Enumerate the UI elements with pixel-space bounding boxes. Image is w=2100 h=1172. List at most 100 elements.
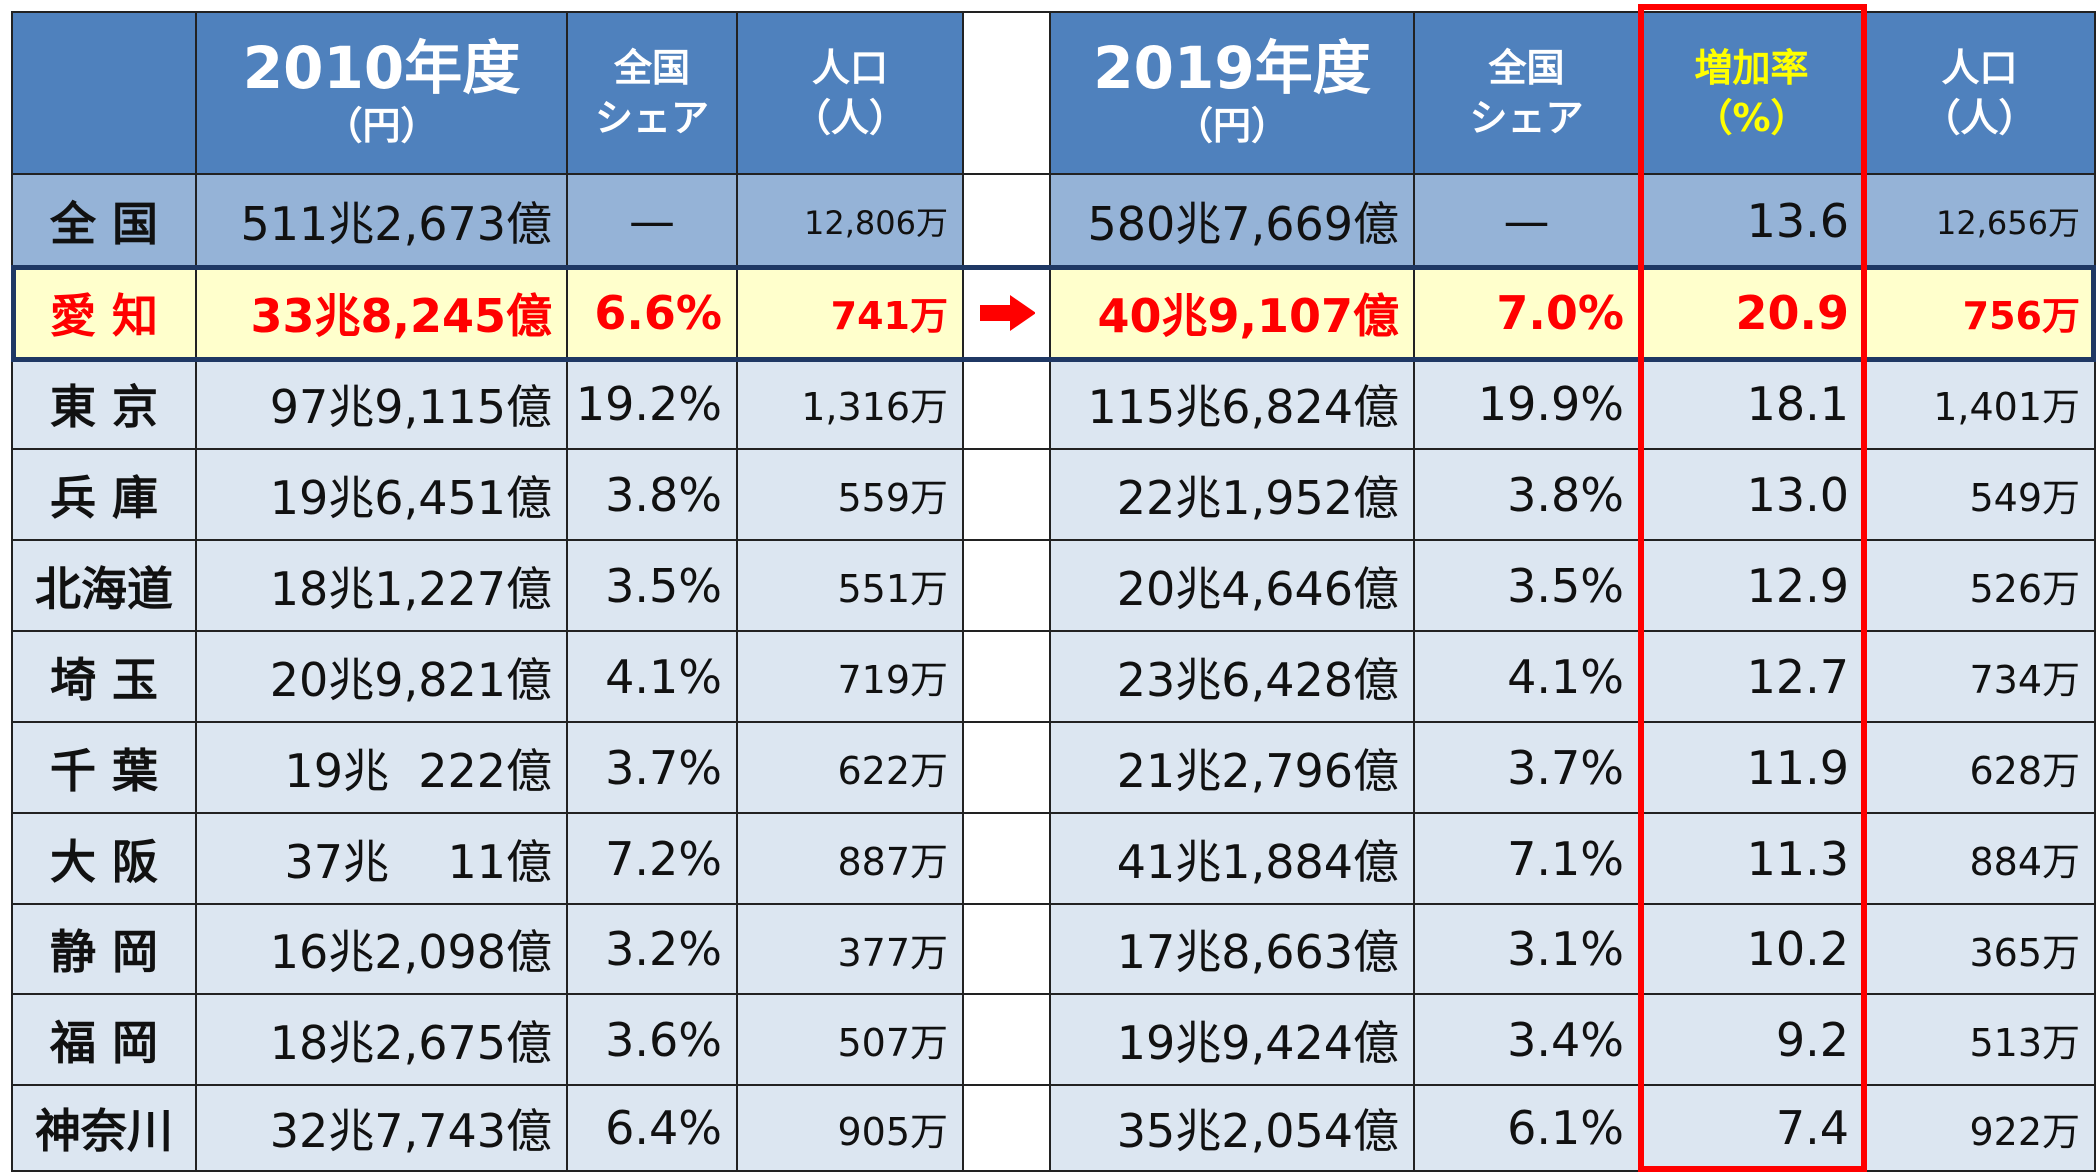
header-text: 全国	[613, 46, 690, 90]
table-cell: 1,401万	[1865, 359, 2096, 450]
table-cell: 3.2%	[568, 905, 738, 995]
table-cell: 7.1%	[1415, 814, 1640, 905]
header-text: （人）	[1922, 96, 2037, 140]
table-cell: 3.4%	[1415, 995, 1640, 1086]
table-cell: 37兆 11億	[197, 814, 568, 905]
header-text: 2010年度	[242, 34, 521, 102]
table-cell: 580兆7,669億	[1051, 175, 1415, 268]
header-text: シェア	[1469, 96, 1584, 140]
header-cell: 全国 シェア	[1415, 11, 1640, 175]
table-cell: 549万	[1865, 450, 2096, 541]
table-cell: 3.1%	[1415, 905, 1640, 995]
table-cell: 3.5%	[568, 541, 738, 632]
table-cell: 12.7	[1640, 632, 1865, 723]
table-cell: 365万	[1865, 905, 2096, 995]
table-cell: 17兆8,663億	[1051, 905, 1415, 995]
table-cell: 9.2	[1640, 995, 1865, 1086]
table-cell: 静 岡	[11, 905, 197, 995]
table-cell: 7.4	[1640, 1086, 1865, 1172]
table-cell: 884万	[1865, 814, 2096, 905]
gap-cell	[964, 268, 1051, 359]
table-cell: 734万	[1865, 632, 2096, 723]
table-cell: 6.4%	[568, 1086, 738, 1172]
table-cell: 622万	[738, 723, 964, 814]
table-cell: 福 岡	[11, 995, 197, 1086]
table-cell: 3.5%	[1415, 541, 1640, 632]
table-cell: 719万	[738, 632, 964, 723]
table-cell: 12.9	[1640, 541, 1865, 632]
table-cell: 愛 知	[11, 268, 197, 359]
table-cell: 19兆6,451億	[197, 450, 568, 541]
table-cell: —	[1415, 175, 1640, 268]
table-cell: 東 京	[11, 359, 197, 450]
table-cell: 18兆1,227億	[197, 541, 568, 632]
table-cell: 20兆9,821億	[197, 632, 568, 723]
table-cell: 559万	[738, 450, 964, 541]
arrow	[980, 294, 1035, 331]
table-cell: 513万	[1865, 995, 2096, 1086]
table-cell: 22兆1,952億	[1051, 450, 1415, 541]
table-cell: 32兆7,743億	[197, 1086, 568, 1172]
table-cell: 3.8%	[568, 450, 738, 541]
header-cell: 2019年度 （円）	[1051, 11, 1415, 175]
header-text: （円）	[324, 104, 439, 148]
gap-cell	[964, 905, 1051, 995]
table-cell: 4.1%	[568, 632, 738, 723]
header-cell: 増加率 （%）	[1640, 11, 1865, 175]
table-cell: 10.2	[1640, 905, 1865, 995]
header-cell	[11, 11, 197, 175]
header-text: 人口	[1941, 46, 2018, 90]
gap-cell	[964, 450, 1051, 541]
gap-cell	[964, 995, 1051, 1086]
gap-cell	[964, 359, 1051, 450]
table-cell: 6.6%	[568, 268, 738, 359]
table-cell: 33兆8,245億	[197, 268, 568, 359]
table-cell: 41兆1,884億	[1051, 814, 1415, 905]
gap-cell	[964, 814, 1051, 905]
table-cell: 40兆9,107億	[1051, 268, 1415, 359]
table-cell: 887万	[738, 814, 964, 905]
table-cell: 21兆2,796億	[1051, 723, 1415, 814]
table-cell: 北海道	[11, 541, 197, 632]
table-cell: 551万	[738, 541, 964, 632]
table-cell: 11.3	[1640, 814, 1865, 905]
header-text: 増加率	[1694, 46, 1809, 90]
table-cell: 19兆 222億	[197, 723, 568, 814]
table-cell: 97兆9,115億	[197, 359, 568, 450]
table-cell: 千 葉	[11, 723, 197, 814]
header-text: （人）	[792, 96, 907, 140]
header-cell: 人口 （人）	[738, 11, 964, 175]
table-cell: 35兆2,054億	[1051, 1086, 1415, 1172]
table-cell: 13.0	[1640, 450, 1865, 541]
table-cell: 19.2%	[568, 359, 738, 450]
table-cell: 23兆6,428億	[1051, 632, 1415, 723]
gap-cell	[964, 1086, 1051, 1172]
header-cell: 2010年度 （円）	[197, 11, 568, 175]
header-cell: 全国 シェア	[568, 11, 738, 175]
table-cell: 全 国	[11, 175, 197, 268]
table-cell: 1,316万	[738, 359, 964, 450]
table-cell: 20兆4,646億	[1051, 541, 1415, 632]
table-cell: 神奈川	[11, 1086, 197, 1172]
table-cell: 905万	[738, 1086, 964, 1172]
header-text: （円）	[1174, 104, 1289, 148]
header-text: 人口	[811, 46, 888, 90]
table-cell: 922万	[1865, 1086, 2096, 1172]
header-text: シェア	[594, 96, 709, 140]
table-cell: —	[568, 175, 738, 268]
table-cell: 13.6	[1640, 175, 1865, 268]
table-cell: 526万	[1865, 541, 2096, 632]
table-cell: 628万	[1865, 723, 2096, 814]
table-cell: 4.1%	[1415, 632, 1640, 723]
gap-cell	[964, 541, 1051, 632]
table-cell: 7.0%	[1415, 268, 1640, 359]
table-cell: 12,656万	[1865, 175, 2096, 268]
header-text: （%）	[1694, 96, 1809, 140]
table-cell: 6.1%	[1415, 1086, 1640, 1172]
table-cell: 3.6%	[568, 995, 738, 1086]
table-cell: 16兆2,098億	[197, 905, 568, 995]
table-cell: 7.2%	[568, 814, 738, 905]
table-cell: 507万	[738, 995, 964, 1086]
gap-cell	[964, 632, 1051, 723]
table-cell: 11.9	[1640, 723, 1865, 814]
